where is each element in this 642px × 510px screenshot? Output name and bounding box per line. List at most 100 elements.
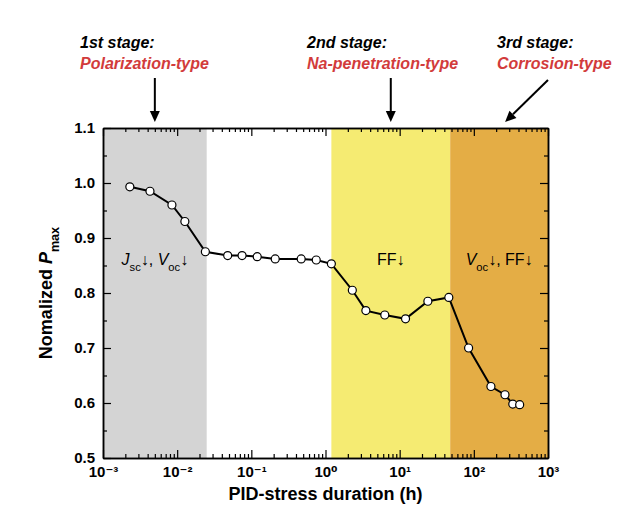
data-point	[168, 201, 176, 209]
data-point	[126, 183, 134, 191]
tick	[518, 454, 519, 458]
data-point	[465, 344, 473, 352]
data-point	[312, 256, 320, 264]
tick-mark	[396, 454, 397, 458]
tick	[444, 454, 445, 458]
tick	[361, 454, 362, 458]
tick-mark	[467, 454, 468, 458]
tick	[545, 454, 546, 458]
tick	[496, 454, 497, 458]
tick	[383, 454, 384, 458]
tick: 0.6	[74, 394, 111, 411]
tick: 0.8	[74, 284, 111, 301]
tick-mark	[161, 454, 162, 458]
tick	[322, 454, 323, 458]
tick: 10⁰	[314, 450, 337, 480]
tick-mark	[103, 348, 111, 349]
tick-mark	[325, 128, 326, 136]
tick	[274, 454, 275, 458]
tick	[540, 348, 548, 349]
tick: 1.1	[74, 119, 111, 136]
data-point	[348, 286, 356, 294]
tick-mark	[544, 265, 548, 266]
tick-mark	[526, 454, 527, 458]
y-axis-title: Nomalized Pmax	[36, 227, 62, 359]
tick-mark	[548, 450, 549, 458]
tick	[166, 454, 167, 458]
tick	[326, 128, 327, 136]
tick-label: 10²	[463, 463, 485, 480]
arrow-shaft	[390, 78, 392, 111]
tick-mark	[177, 128, 178, 136]
tick-mark	[177, 450, 178, 458]
tick-mark	[444, 454, 445, 458]
tick	[177, 128, 178, 136]
tick-mark	[457, 454, 458, 458]
tick-mark	[377, 454, 378, 458]
tick-mark	[148, 454, 149, 458]
arrow-head	[386, 111, 396, 122]
tick-mark	[287, 454, 288, 458]
tick	[544, 266, 548, 267]
tick-mark	[540, 293, 548, 294]
tick	[540, 238, 548, 239]
tick-mark	[222, 454, 223, 458]
tick-mark	[103, 183, 111, 184]
data-point	[181, 218, 189, 226]
tick	[467, 454, 468, 458]
tick	[370, 454, 371, 458]
text-run: Nomalized	[36, 264, 56, 359]
tick	[435, 454, 436, 458]
tick-label: 0.9	[74, 229, 95, 246]
tick	[544, 156, 548, 157]
tick-label: 0.7	[74, 339, 95, 356]
tick-mark	[400, 450, 401, 458]
tick-mark	[540, 348, 548, 349]
data-point	[516, 401, 524, 409]
stage-name: Polarization-type	[80, 55, 209, 72]
tick	[199, 454, 200, 458]
tick	[544, 431, 548, 432]
data-point	[501, 391, 509, 399]
data-point	[362, 307, 370, 315]
tick	[400, 128, 401, 136]
tick-mark	[166, 454, 167, 458]
tick-mark	[314, 454, 315, 458]
plot-area	[103, 128, 548, 458]
tick-label: 1.0	[74, 174, 95, 191]
tick-mark	[322, 454, 323, 458]
tick-mark	[251, 450, 252, 458]
tick	[309, 454, 310, 458]
text-subscript: oc	[476, 261, 488, 273]
tick	[296, 454, 297, 458]
data-point	[327, 260, 335, 268]
tick-mark	[544, 430, 548, 431]
tick-mark	[370, 454, 371, 458]
tick	[314, 454, 315, 458]
tick-mark	[296, 454, 297, 458]
text-subscript: sc	[130, 261, 142, 273]
data-point	[201, 248, 209, 256]
right-axis	[540, 129, 549, 459]
tick-mark	[348, 454, 349, 458]
data-point	[271, 255, 279, 263]
tick-mark	[318, 454, 319, 458]
tick-mark	[496, 454, 497, 458]
tick-mark	[544, 375, 548, 376]
tick: 10¹	[389, 450, 411, 480]
stage-name: Corrosion-type	[497, 55, 612, 72]
tick-mark	[125, 454, 126, 458]
tick: 10²	[463, 450, 485, 480]
tick-mark	[518, 454, 519, 458]
annotation: Voc↓, FF↓	[466, 251, 533, 273]
data-point	[402, 315, 410, 323]
tick-mark	[541, 454, 542, 458]
stage-name: Na-penetration-type	[307, 55, 458, 72]
tick: 0.7	[74, 339, 111, 356]
tick-mark	[509, 454, 510, 458]
left-axis: 0.50.60.70.80.91.01.1	[74, 119, 111, 466]
arrow-shaft	[513, 80, 548, 114]
tick	[251, 128, 252, 136]
tick-mark	[235, 454, 236, 458]
tick	[377, 454, 378, 458]
